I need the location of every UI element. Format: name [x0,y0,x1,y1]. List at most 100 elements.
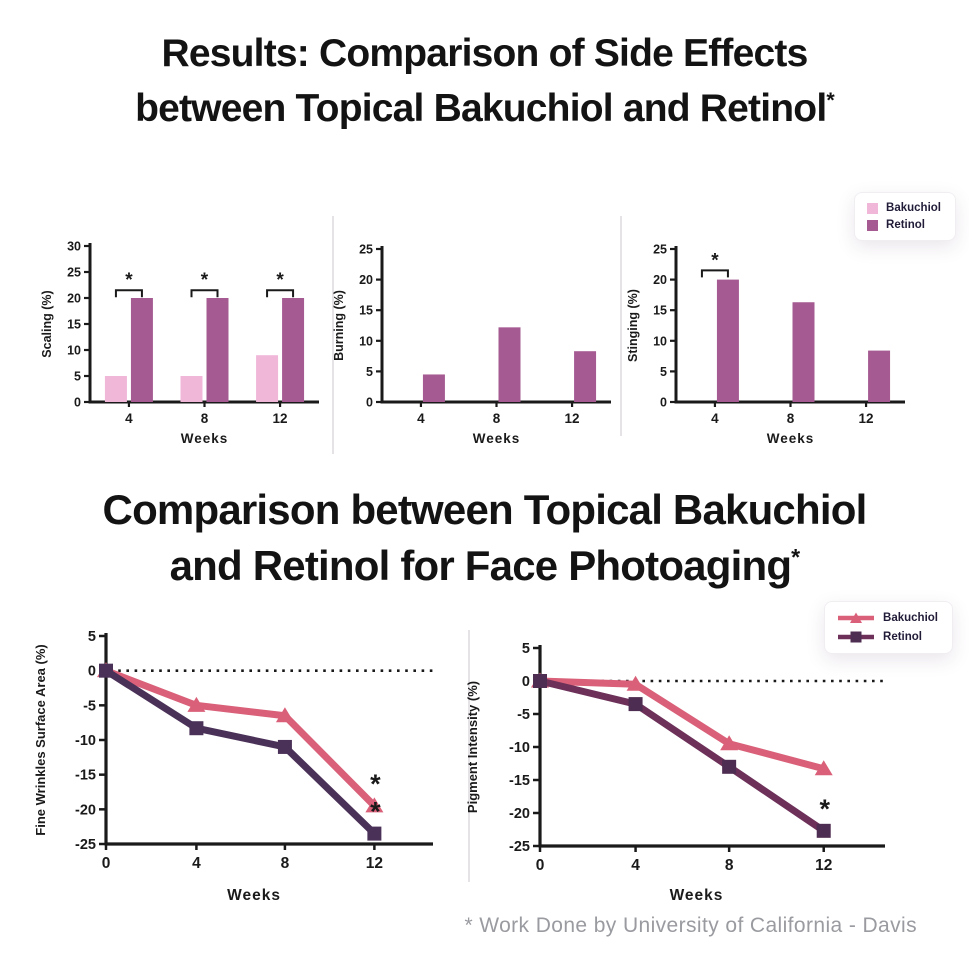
scaling-bar-chart: 0 5 10 15 20 25 30 4 8 12 * * * Weeks Scaling (%) [36,228,331,453]
footnote: * Work Done by University of California … [464,914,917,937]
svg-text:Weeks: Weeks [181,431,229,446]
svg-text:*: * [125,270,133,291]
vertical-divider [468,630,470,882]
svg-text:Weeks: Weeks [473,431,521,446]
pigment-chart-canvas: -25 -20 -15 -10 -5 0 5 0 4 8 12 * Weeks Pigment Inten… [465,641,885,904]
svg-text:12: 12 [859,411,874,426]
svg-text:15: 15 [653,304,667,318]
svg-text:4: 4 [711,411,719,426]
svg-text:5: 5 [366,365,373,379]
svg-text:Stinging (%): Stinging (%) [626,289,640,362]
svg-text:-20: -20 [75,802,96,818]
photoaging-title: Comparison between Topical Bakuchiol and … [0,482,969,594]
svg-text:0: 0 [522,674,530,690]
svg-text:0: 0 [102,855,111,872]
svg-text:0: 0 [74,396,81,410]
results-title-line2: between Topical Bakuchiol and Retinol [135,87,827,131]
svg-text:8: 8 [281,855,290,872]
svg-text:*: * [276,270,284,291]
svg-text:4: 4 [192,855,201,872]
svg-text:-25: -25 [509,839,530,855]
vertical-divider [620,216,622,436]
svg-text:-10: -10 [75,733,96,749]
fine-wrinkles-line-chart: -25 -20 -15 -10 -5 0 5 0 4 8 12 * * Weeks Fine Wrinkle… [28,614,453,911]
svg-text:8: 8 [787,411,795,426]
svg-text:20: 20 [653,273,667,287]
svg-text:25: 25 [67,266,81,280]
svg-text:Fine Wrinkles Surface Area (%): Fine Wrinkles Surface Area (%) [33,644,48,835]
svg-text:*: * [370,769,381,799]
svg-text:20: 20 [67,292,81,306]
svg-text:*: * [201,270,209,291]
svg-text:4: 4 [125,411,133,426]
svg-text:10: 10 [359,334,373,348]
photoaging-title-line1: Comparison between Topical Bakuchiol [102,486,868,533]
svg-text:12: 12 [273,411,288,426]
svg-text:0: 0 [88,664,96,680]
legend-item-bakuchiol: Bakuchiol [837,611,938,625]
svg-text:0: 0 [536,857,545,874]
photoaging-title-line2: and Retinol for Face Photoaging [169,541,792,589]
svg-text:0: 0 [366,396,373,410]
svg-text:-5: -5 [517,707,530,723]
legend-item-retinol: Retinol [867,219,941,231]
pigment-intensity-line-chart: -25 -20 -15 -10 -5 0 5 0 4 8 12 * Weeks Pigment Inten… [460,616,915,911]
bakuchiol-line-marker-icon [837,611,875,625]
svg-text:30: 30 [67,240,81,254]
stinging-chart-canvas: 0 5 10 15 20 25 4 8 12 * Weeks Stinging (%) [626,243,905,446]
svg-text:Burning (%): Burning (%) [332,290,346,361]
legend-item-bakuchiol: Bakuchiol [867,202,941,214]
stinging-bar-chart: 0 5 10 15 20 25 4 8 12 * Weeks Stinging (%) [622,231,917,453]
results-title-asterisk: * [826,88,834,113]
burning-chart-canvas: 0 5 10 15 20 25 4 8 12 Weeks Burning (%) [332,243,611,446]
fine-wrinkles-chart-canvas: -25 -20 -15 -10 -5 0 5 0 4 8 12 ** Weeks Fine Wrinkle… [33,629,433,904]
legend-label: Bakuchiol [883,612,938,624]
svg-text:Pigment Intensity (%): Pigment Intensity (%) [465,681,480,813]
svg-text:8: 8 [201,411,209,426]
svg-text:5: 5 [522,641,530,657]
svg-text:5: 5 [660,365,667,379]
svg-text:12: 12 [366,855,383,872]
burning-bar-chart: 0 5 10 15 20 25 4 8 12 Weeks Burning (%) [328,231,623,453]
line-charts-legend: Bakuchiol Retinol [824,601,953,654]
svg-text:25: 25 [359,243,373,257]
svg-text:12: 12 [565,411,580,426]
svg-text:-25: -25 [75,837,96,853]
svg-text:8: 8 [493,411,501,426]
retinol-swatch-icon [867,219,879,231]
svg-text:-15: -15 [75,768,96,784]
svg-text:Weeks: Weeks [227,887,281,904]
svg-text:-10: -10 [509,740,530,756]
legend-label: Retinol [883,631,923,643]
svg-text:20: 20 [359,273,373,287]
scaling-chart-canvas: 0 5 10 15 20 25 30 4 8 12 * * * Weeks Scaling (%) [40,240,319,446]
svg-text:4: 4 [631,857,640,874]
svg-text:Weeks: Weeks [767,431,815,446]
results-title-line1: Results: Comparison of Side Effects [161,32,809,75]
svg-text:-20: -20 [509,806,530,822]
bakuchiol-swatch-icon [867,202,879,214]
svg-text:5: 5 [88,629,96,645]
svg-text:12: 12 [815,857,832,874]
svg-text:0: 0 [660,396,667,410]
svg-text:-15: -15 [509,773,530,789]
retinol-line-marker-icon [837,630,875,644]
vertical-divider [332,216,334,454]
svg-text:8: 8 [725,857,734,874]
svg-text:-5: -5 [83,698,96,714]
svg-text:25: 25 [653,243,667,257]
svg-text:*: * [819,794,830,824]
svg-text:4: 4 [417,411,425,426]
bar-charts-legend: Bakuchiol Retinol [854,192,956,241]
svg-text:15: 15 [67,318,81,332]
legend-item-retinol: Retinol [837,630,938,644]
legend-label: Retinol [886,219,926,231]
photoaging-title-asterisk: * [791,543,800,570]
svg-text:10: 10 [653,334,667,348]
results-title: Results: Comparison of Side Effects betwe… [0,26,969,137]
svg-text:15: 15 [359,304,373,318]
svg-text:5: 5 [74,370,81,384]
svg-text:10: 10 [67,344,81,358]
svg-text:*: * [711,250,719,271]
